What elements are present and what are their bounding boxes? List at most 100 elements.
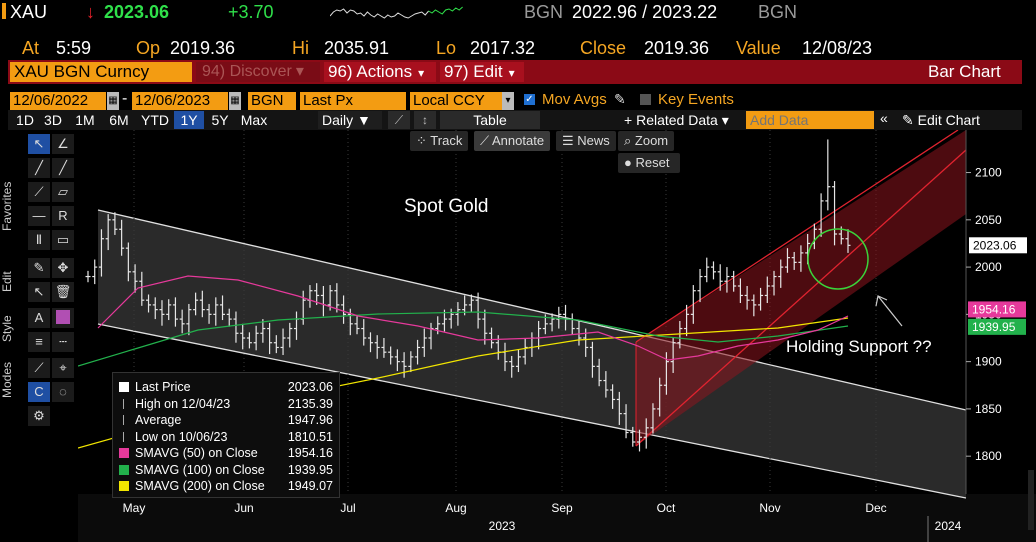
currency-dropdown[interactable]: Local CCY ▾ [410, 92, 514, 110]
end-date-field[interactable]: 12/06/2023 [132, 92, 228, 110]
snap-mode-icon[interactable]: ⌖ [52, 358, 74, 378]
line-style-icon[interactable]: ┄ [52, 332, 74, 352]
y-tick-label: 1800 [975, 449, 1002, 463]
mov-avgs-checkbox[interactable]: ✓ [524, 94, 535, 105]
spot-gold-annotation[interactable]: Spot Gold [404, 196, 489, 217]
start-date-field[interactable]: 12/06/2022 [10, 92, 106, 110]
edit-button[interactable]: 97) Edit ▾ [440, 62, 524, 82]
cycle-icon[interactable]: ◌ [52, 382, 74, 402]
modes-tab[interactable]: Modes [0, 361, 14, 399]
text-tool-icon[interactable]: R [52, 206, 74, 226]
rising-lower-line [635, 149, 967, 447]
x-tick-label: Aug [445, 501, 466, 515]
track-label: Track [430, 133, 463, 148]
date-separator: - [122, 90, 128, 107]
magnet-icon[interactable]: C [28, 382, 50, 402]
horizontal-line-icon[interactable]: — [28, 206, 50, 226]
zoom-button[interactable]: ⌕ Zoom [618, 131, 675, 151]
legend-label: Last Price [135, 380, 191, 394]
line-chart-icon[interactable]: ⟋ [388, 111, 410, 129]
fib-tool-icon[interactable]: Ⅱ [28, 230, 50, 250]
key-events-checkbox[interactable] [640, 94, 651, 105]
ray-tool-icon[interactable]: ╱ [52, 158, 74, 178]
support-circle [807, 228, 869, 290]
rectangle-tool-icon[interactable]: ▭ [52, 230, 74, 250]
y-tick-label: 1850 [975, 402, 1002, 416]
price-chart[interactable]: 21002050200019501900185018002023.061954.… [78, 130, 1036, 542]
legend-row: SMAVG (100) on Close [119, 462, 265, 478]
edit-chart-label: Edit Chart [917, 112, 980, 128]
annotate-button[interactable]: ⟋ Annotate [474, 131, 551, 151]
font-style-icon[interactable]: A [28, 308, 50, 328]
period-tab-5y[interactable]: 5Y [211, 112, 229, 128]
line-weight-icon[interactable]: ≡ [28, 332, 50, 352]
pencil-icon[interactable]: ✎ [614, 91, 626, 107]
add-data-input[interactable] [746, 111, 874, 129]
actions-button[interactable]: 96) Actions ▾ [324, 62, 436, 82]
chevron-down-icon: ▾ [721, 112, 729, 128]
trash-icon[interactable]: 🗑 [52, 282, 74, 302]
rising-channel-fill [636, 130, 966, 446]
period-tab-max[interactable]: Max [240, 112, 268, 128]
frequency-dropdown[interactable]: Daily ▼ [318, 111, 382, 129]
period-tab-6m[interactable]: 6M [109, 112, 129, 128]
legend-label: SMAVG (100) on Close [135, 462, 265, 477]
news-button[interactable]: ☰ News [556, 131, 616, 151]
style-tab[interactable]: Style [0, 315, 14, 343]
period-tab-3d[interactable]: 3D [44, 112, 62, 128]
period-tab-1m[interactable]: 1M [75, 112, 95, 128]
gear-icon[interactable]: ⚙ [28, 406, 50, 426]
open-value: 2019.36 [170, 38, 236, 58]
chevron-down-icon: ▾ [502, 92, 514, 110]
period-tab-1y[interactable]: 1Y [174, 111, 204, 129]
holding-support-annotation[interactable]: Holding Support ?? [786, 337, 932, 356]
legend-value: 1954.16 [287, 446, 333, 460]
high-label: Hi [292, 38, 309, 58]
at-value: 5:59 [56, 38, 92, 58]
rising-upper-line [635, 130, 959, 343]
track-button[interactable]: ⁘ Track [410, 131, 469, 151]
reset-button[interactable]: ● Reset [618, 153, 680, 173]
related-data-button[interactable]: + Related Data ▾ [624, 111, 742, 129]
related-label: Related Data [636, 112, 718, 128]
line-tool-icon[interactable]: ╱ [28, 158, 50, 178]
bar-chart-icon[interactable]: ↕ [414, 111, 436, 129]
collapse-icon[interactable]: « [880, 110, 888, 126]
legend-value: 1949.07 [287, 479, 333, 493]
move-icon[interactable]: ✥ [52, 258, 74, 278]
period-tab-1d[interactable]: 1D [16, 112, 34, 128]
value-date: 12/08/23 [802, 38, 873, 58]
bid-ask: 2022.96 / 2023.22 [572, 2, 718, 22]
source-field[interactable]: BGN [248, 92, 296, 110]
pointer-plus-icon[interactable]: ↖ [28, 282, 50, 302]
field-selector[interactable]: Last Px [300, 92, 406, 110]
favorites-tab[interactable]: Favorites [0, 181, 14, 231]
draw-mode-icon[interactable]: ⟋ [28, 358, 50, 378]
legend-color-swatch [119, 464, 129, 475]
table-label: Table [473, 112, 507, 128]
brush-icon[interactable]: ✎ [28, 258, 50, 278]
chart-legend[interactable]: Last Price 2023.06 High on 12/04/23 2135.39… [112, 372, 340, 498]
close-value: 2019.36 [644, 38, 710, 58]
segment-tool-icon[interactable]: ⟋ [28, 182, 50, 202]
color-swatch-icon[interactable] [52, 308, 74, 328]
calendar-icon[interactable]: ▦ [107, 92, 119, 110]
legend-label: Average [135, 413, 182, 427]
angle-icon[interactable]: ∠ [52, 134, 74, 154]
legend-color-swatch [119, 481, 129, 491]
edit-chart-button[interactable]: ✎ Edit Chart [902, 111, 1022, 129]
security-field[interactable]: XAU BGN Curncy [10, 62, 192, 82]
calendar-icon[interactable]: ▦ [229, 92, 241, 110]
edit-tab[interactable]: Edit [0, 271, 14, 293]
discover-button[interactable]: 94) Discover ▾ [196, 62, 320, 82]
cursor-icon[interactable]: ↖ [28, 134, 50, 154]
x-tick-label: Oct [657, 501, 676, 515]
channel-upper-line [97, 209, 967, 411]
channel-tool-icon[interactable]: ▱ [52, 182, 74, 202]
ticker-marker [2, 3, 6, 19]
support-arrow [877, 295, 903, 327]
period-tab-ytd[interactable]: YTD [141, 112, 169, 128]
table-button[interactable]: Table [440, 111, 540, 129]
sma50-tag-label: 1954.16 [972, 302, 1016, 316]
chevron-down-icon: ▾ [295, 63, 304, 80]
